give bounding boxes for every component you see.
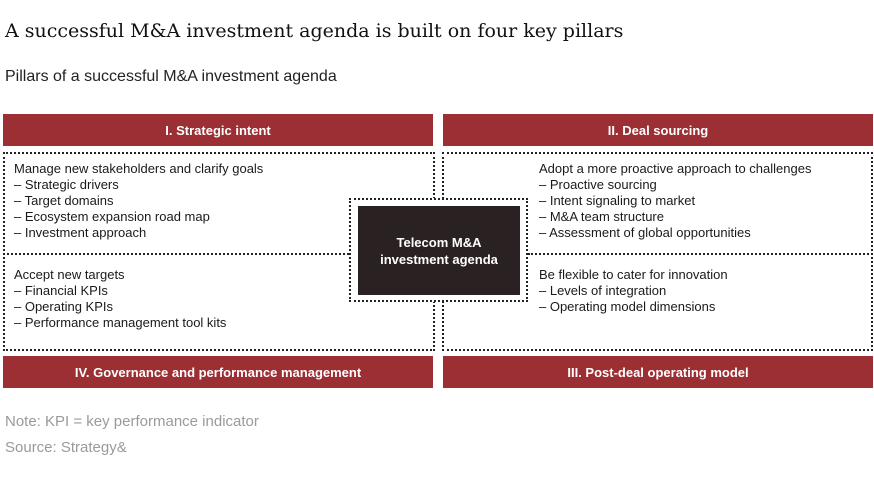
list-item: – Investment approach [14,225,147,240]
center-label-line2: investment agenda [380,251,498,267]
list-item: – M&A team structure [539,209,664,224]
list-item: Be flexible to cater for innovation [539,267,728,282]
list-item: – Ecosystem expansion road map [14,209,210,224]
pillar-3-list: Be flexible to cater for innovation – Le… [539,267,728,315]
list-item: – Strategic drivers [14,177,119,192]
source-note: Source: Strategy& [5,439,127,456]
list-item: – Intent signaling to market [539,193,696,208]
pillar-2-heading: II. Deal sourcing [443,114,873,146]
list-item: – Operating model dimensions [539,299,716,314]
list-item: – Financial KPIs [14,283,108,298]
center-label-line1: Telecom M&A [396,234,482,250]
right-divider [528,253,873,255]
pillar-1-list: Manage new stakeholders and clarify goal… [14,161,263,241]
list-item: – Assessment of global opportunities [539,225,751,240]
pillar-2-list: Adopt a more proactive approach to chall… [539,161,811,241]
pillar-1-heading: I. Strategic intent [3,114,433,146]
list-item: – Operating KPIs [14,299,113,314]
pillar-3-heading: III. Post-deal operating model [443,356,873,388]
footnote: Note: KPI = key performance indicator [5,413,259,430]
figure-subtitle: Pillars of a successful M&A investment a… [5,68,337,85]
list-item: Accept new targets [14,267,125,282]
list-item: – Target domains [14,193,114,208]
center-agenda-box: Telecom M&A investment agenda [358,206,520,295]
list-item: Manage new stakeholders and clarify goal… [14,161,264,176]
left-divider [3,253,349,255]
list-item: Adopt a more proactive approach to chall… [539,161,812,176]
figure-title: A successful M&A investment agenda is bu… [5,20,624,42]
pillar-4-heading: IV. Governance and performance managemen… [3,356,433,388]
list-item: – Levels of integration [539,283,667,298]
pillar-4-list: Accept new targets – Financial KPIs – Op… [14,267,226,331]
list-item: – Performance management tool kits [14,315,227,330]
list-item: – Proactive sourcing [539,177,657,192]
